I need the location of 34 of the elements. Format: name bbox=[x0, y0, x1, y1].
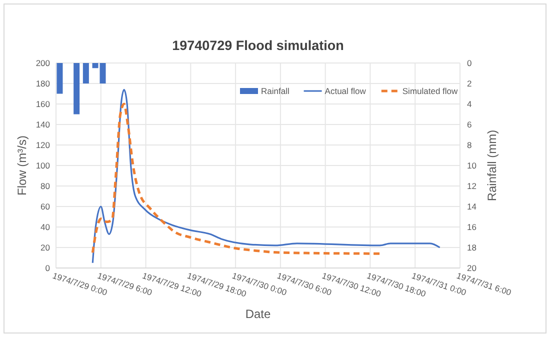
bar bbox=[74, 63, 80, 114]
y2-tick-label: 18 bbox=[467, 242, 477, 252]
y2-tick-label: 6 bbox=[467, 120, 472, 130]
legend-label: Rainfall bbox=[261, 86, 290, 96]
legend-label: Simulated flow bbox=[402, 86, 459, 96]
y-tick-label: 60 bbox=[40, 202, 50, 212]
y2-tick-label: 10 bbox=[467, 160, 477, 170]
legend-label: Actual flow bbox=[324, 86, 367, 96]
y2-tick-label: 12 bbox=[467, 181, 477, 191]
y-tick-label: 40 bbox=[40, 222, 50, 232]
y-tick-label: 0 bbox=[45, 263, 50, 273]
y2-tick-label: 8 bbox=[467, 140, 472, 150]
y2-tick-label: 14 bbox=[467, 202, 477, 212]
y-axis-title: Flow (m³/s) bbox=[15, 136, 29, 196]
y-tick-label: 80 bbox=[40, 181, 50, 191]
y-tick-label: 20 bbox=[40, 242, 50, 252]
line-series bbox=[92, 88, 441, 264]
y2-tick-label: 4 bbox=[467, 99, 472, 109]
y-tick-label: 180 bbox=[36, 78, 50, 88]
y2-tick-label: 16 bbox=[467, 222, 477, 232]
y2-axis-title: Rainfall (mm) bbox=[485, 130, 499, 202]
bar bbox=[56, 63, 63, 94]
y-tick-label: 200 bbox=[36, 58, 50, 68]
x-axis-title: Date bbox=[245, 307, 271, 321]
line-series bbox=[91, 102, 382, 255]
y-tick-label: 160 bbox=[36, 99, 50, 109]
y2-tick-label: 20 bbox=[467, 263, 477, 273]
chart-title: 19740729 Flood simulation bbox=[172, 38, 344, 53]
y2-tick-label: 2 bbox=[467, 78, 472, 88]
y-tick-label: 140 bbox=[36, 120, 50, 130]
y-tick-label: 120 bbox=[36, 140, 50, 150]
bar bbox=[82, 63, 89, 84]
y2-tick-label: 0 bbox=[467, 58, 472, 68]
y-tick-label: 100 bbox=[36, 160, 50, 170]
